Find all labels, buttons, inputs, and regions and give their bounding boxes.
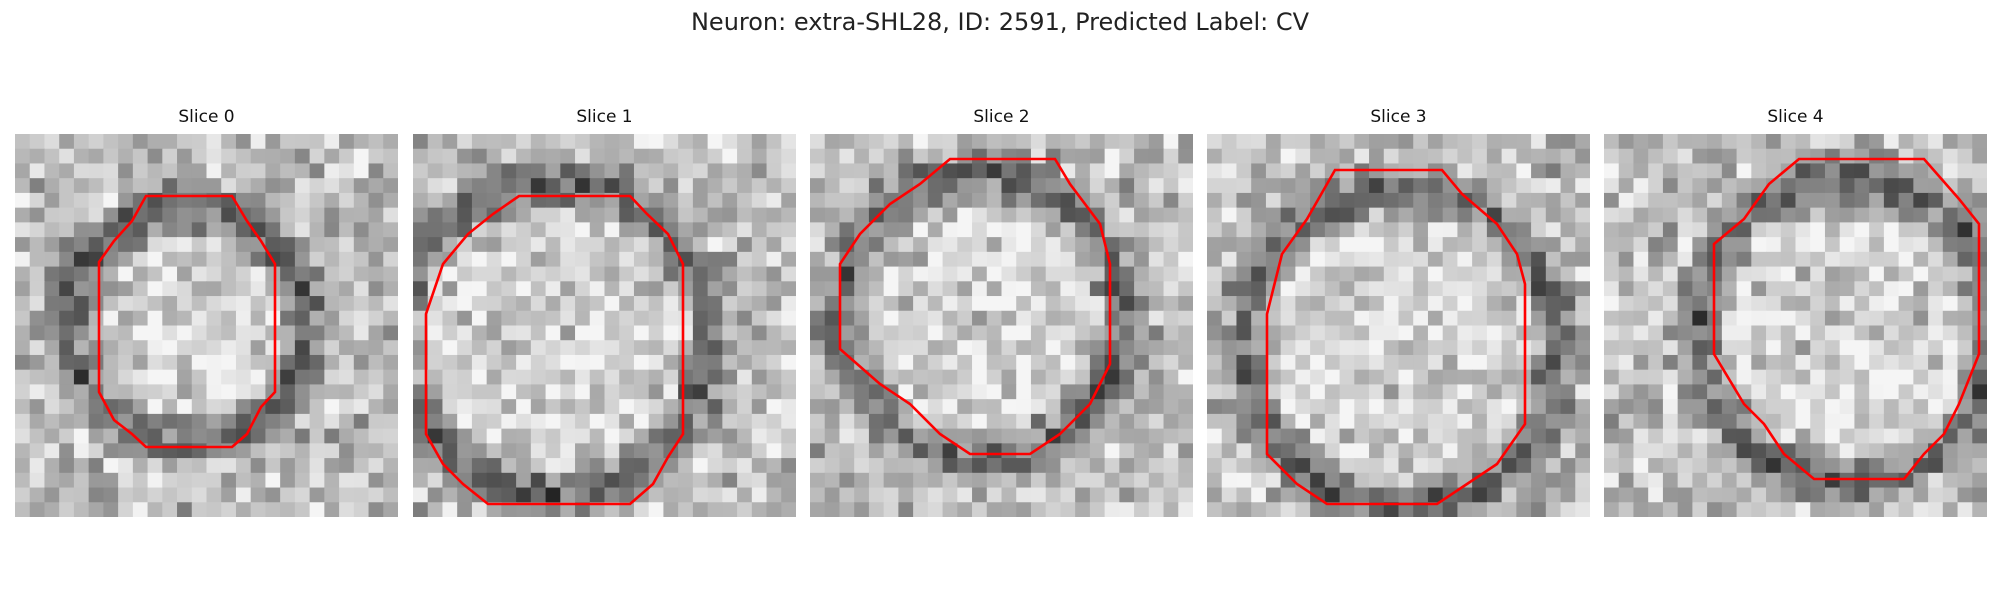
slice-image-3 <box>1207 134 1590 517</box>
slice-title-4: Slice 4 <box>1767 107 1824 127</box>
slice-title-0: Slice 0 <box>178 107 235 127</box>
pixel-grid <box>15 134 398 517</box>
pixel-grid <box>413 134 796 517</box>
pixel-grid <box>1207 134 1590 517</box>
slice-image-2 <box>810 134 1193 517</box>
slice-image-0 <box>15 134 398 517</box>
slice-image-4 <box>1604 134 1987 517</box>
slice-title-3: Slice 3 <box>1370 107 1427 127</box>
slice-panel-2: Slice 2 <box>810 106 1193 532</box>
contour-outline-4 <box>1712 157 1981 481</box>
pixel-grid <box>810 134 1193 517</box>
slice-image-1 <box>413 134 796 517</box>
slice-panel-4: Slice 4 <box>1604 106 1987 532</box>
pixel-grid <box>1604 134 1987 517</box>
figure-title: Neuron: extra-SHL28, ID: 2591, Predicted… <box>690 8 1310 36</box>
slice-panel-1: Slice 1 <box>413 106 796 532</box>
contour-outline-0 <box>97 194 277 449</box>
slice-title-2: Slice 2 <box>973 107 1030 127</box>
contour-outline-1 <box>424 194 685 506</box>
contour-outline-2 <box>838 157 1112 456</box>
contour-outline-3 <box>1265 168 1527 506</box>
slice-title-1: Slice 1 <box>576 107 633 127</box>
slice-panel-0: Slice 0 <box>15 106 398 532</box>
slice-panel-3: Slice 3 <box>1207 106 1590 532</box>
